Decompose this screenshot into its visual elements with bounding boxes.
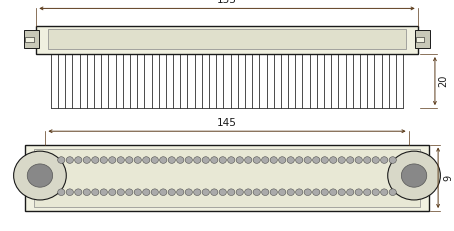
Ellipse shape [219,189,227,195]
Bar [25,37,34,42]
Ellipse shape [313,157,320,163]
Bar [415,30,430,48]
Ellipse shape [287,157,294,163]
Ellipse shape [227,157,235,163]
Ellipse shape [364,189,371,195]
Bar [24,30,39,48]
Bar [48,29,406,49]
Ellipse shape [270,189,277,195]
Text: 145: 145 [217,118,237,128]
Ellipse shape [193,157,201,163]
Ellipse shape [193,189,201,195]
Ellipse shape [355,189,362,195]
Text: 20: 20 [439,75,449,87]
Ellipse shape [100,189,108,195]
Ellipse shape [296,157,303,163]
Ellipse shape [270,157,277,163]
Ellipse shape [160,189,167,195]
Ellipse shape [245,157,252,163]
Ellipse shape [27,164,53,187]
Ellipse shape [168,157,175,163]
Ellipse shape [279,157,286,163]
Ellipse shape [117,157,124,163]
Ellipse shape [177,157,184,163]
Ellipse shape [151,189,158,195]
Ellipse shape [287,189,294,195]
Ellipse shape [380,189,388,195]
Ellipse shape [364,157,371,163]
Ellipse shape [134,189,141,195]
Ellipse shape [202,189,209,195]
Ellipse shape [219,157,227,163]
Ellipse shape [185,157,192,163]
Ellipse shape [74,189,82,195]
Ellipse shape [321,157,328,163]
Ellipse shape [372,157,380,163]
Ellipse shape [262,189,269,195]
Ellipse shape [304,157,311,163]
Bar [416,37,424,42]
Ellipse shape [338,189,345,195]
Ellipse shape [185,189,192,195]
Bar [34,149,420,207]
Ellipse shape [313,189,320,195]
Ellipse shape [304,189,311,195]
Ellipse shape [92,189,99,195]
Ellipse shape [262,157,269,163]
Ellipse shape [66,157,74,163]
Text: 9: 9 [444,175,454,181]
Ellipse shape [109,157,116,163]
Ellipse shape [245,189,252,195]
Ellipse shape [66,189,74,195]
Ellipse shape [143,189,150,195]
Ellipse shape [168,189,175,195]
Ellipse shape [338,157,345,163]
Ellipse shape [151,157,158,163]
Ellipse shape [14,151,66,200]
Ellipse shape [58,189,65,195]
Ellipse shape [346,157,354,163]
Ellipse shape [279,189,286,195]
Ellipse shape [401,164,427,187]
Ellipse shape [372,189,380,195]
Ellipse shape [253,189,261,195]
Ellipse shape [380,157,388,163]
Ellipse shape [346,189,354,195]
Ellipse shape [227,189,235,195]
Bar [25,145,429,211]
Ellipse shape [134,157,141,163]
Ellipse shape [388,151,440,200]
Ellipse shape [126,189,133,195]
Ellipse shape [211,157,218,163]
Ellipse shape [160,157,167,163]
Ellipse shape [389,157,396,163]
Bar [36,26,418,54]
Ellipse shape [296,189,303,195]
Ellipse shape [330,189,337,195]
Ellipse shape [58,157,65,163]
Ellipse shape [126,157,133,163]
Ellipse shape [74,157,82,163]
Ellipse shape [83,189,90,195]
Ellipse shape [355,157,362,163]
Ellipse shape [321,189,328,195]
Ellipse shape [109,189,116,195]
Ellipse shape [211,189,218,195]
Ellipse shape [92,157,99,163]
Text: 155: 155 [217,0,237,5]
Ellipse shape [236,157,243,163]
Ellipse shape [117,189,124,195]
Ellipse shape [83,157,90,163]
Ellipse shape [177,189,184,195]
Ellipse shape [143,157,150,163]
Ellipse shape [202,157,209,163]
Ellipse shape [100,157,108,163]
Ellipse shape [236,189,243,195]
Ellipse shape [330,157,337,163]
Ellipse shape [389,189,396,195]
Ellipse shape [253,157,261,163]
